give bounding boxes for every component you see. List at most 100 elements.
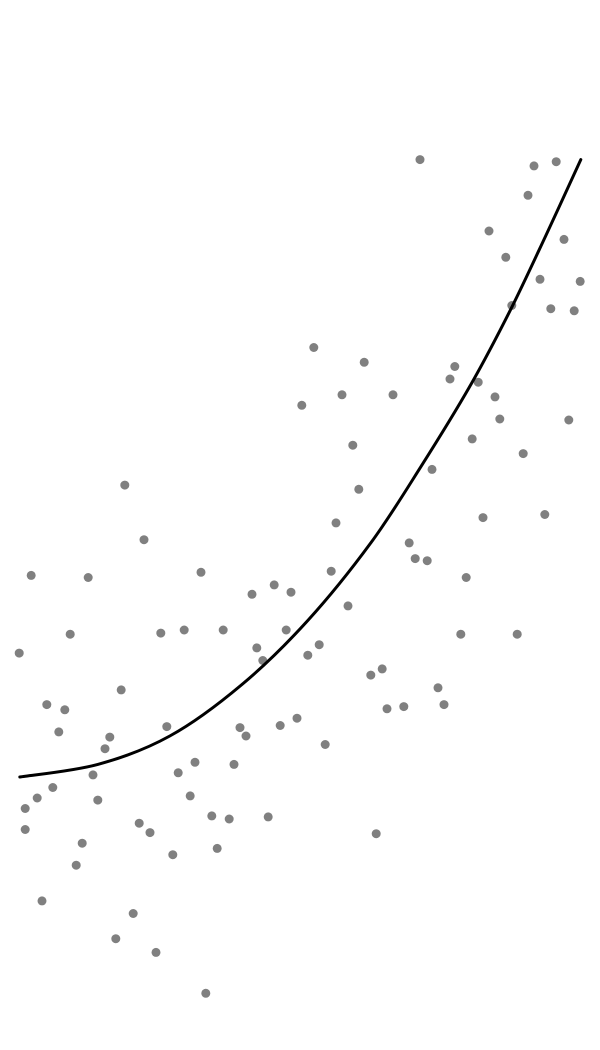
data-point — [218, 625, 228, 635]
data-point — [139, 535, 149, 545]
data-point — [456, 629, 466, 639]
data-point — [320, 740, 330, 749]
data-points — [14, 155, 585, 998]
data-point — [354, 484, 364, 494]
data-point — [348, 440, 358, 450]
data-point — [14, 648, 24, 658]
data-point — [168, 850, 178, 860]
data-point — [212, 843, 222, 853]
data-point — [65, 629, 75, 639]
data-point — [207, 811, 217, 821]
data-point — [252, 643, 262, 653]
data-point — [42, 700, 52, 710]
data-point — [331, 518, 341, 528]
data-point — [427, 464, 437, 474]
data-point — [162, 722, 172, 732]
data-point — [120, 480, 130, 490]
data-point — [235, 723, 245, 733]
data-point — [529, 161, 539, 171]
data-point — [185, 791, 195, 801]
data-point — [518, 449, 528, 459]
data-point — [292, 713, 302, 723]
data-point — [450, 362, 460, 371]
data-point — [415, 155, 425, 165]
data-point — [433, 683, 443, 693]
data-point — [314, 640, 324, 650]
data-point — [83, 573, 93, 582]
data-point — [263, 812, 273, 822]
data-point — [275, 721, 285, 730]
data-point — [564, 415, 574, 425]
data-point — [575, 276, 585, 286]
data-point — [326, 566, 336, 576]
data-point — [269, 580, 279, 590]
data-point — [551, 157, 561, 167]
data-point — [247, 589, 257, 599]
data-point — [26, 570, 36, 580]
data-point — [337, 390, 347, 400]
trend-line-layer — [18, 158, 583, 779]
data-point — [343, 601, 353, 611]
data-point — [501, 252, 511, 262]
data-point — [473, 377, 483, 387]
data-point — [224, 814, 234, 824]
data-point — [478, 513, 488, 523]
data-point — [535, 274, 545, 284]
data-point — [241, 731, 251, 741]
data-point — [495, 414, 505, 424]
data-point — [105, 732, 115, 742]
data-point — [71, 860, 81, 870]
data-point — [145, 828, 155, 838]
data-point — [484, 226, 494, 236]
data-point — [467, 434, 477, 444]
data-point — [388, 390, 398, 400]
data-point — [128, 909, 138, 918]
data-point — [20, 825, 30, 834]
data-point — [523, 190, 533, 200]
data-point — [60, 705, 70, 715]
data-point — [48, 783, 58, 792]
trend-curve — [18, 158, 583, 779]
data-point — [281, 625, 291, 635]
data-point — [54, 727, 64, 737]
data-point — [366, 670, 376, 680]
data-point — [371, 829, 381, 839]
data-point — [540, 510, 550, 519]
data-point — [286, 587, 296, 597]
data-point — [100, 744, 110, 754]
data-point — [410, 554, 420, 564]
data-point — [309, 343, 319, 352]
data-point — [297, 400, 307, 410]
data-point — [37, 896, 47, 906]
data-point — [490, 392, 500, 402]
data-point — [32, 793, 42, 803]
data-point — [93, 795, 103, 805]
data-point — [546, 304, 556, 314]
data-point — [445, 374, 455, 384]
data-point — [404, 538, 414, 548]
data-point — [382, 704, 392, 714]
data-point — [190, 757, 200, 767]
data-point — [111, 934, 121, 944]
data-point — [359, 357, 369, 367]
data-point — [173, 768, 183, 778]
data-point — [303, 650, 313, 660]
data-point — [20, 804, 30, 813]
data-point — [461, 573, 471, 582]
data-point — [569, 306, 579, 316]
data-point — [196, 567, 206, 577]
data-point — [377, 664, 387, 674]
data-point — [179, 625, 189, 635]
data-point — [88, 770, 98, 780]
data-point — [399, 702, 409, 712]
data-point — [151, 947, 161, 957]
data-point — [422, 556, 432, 566]
data-point — [229, 759, 239, 769]
data-point — [201, 988, 211, 998]
data-point — [134, 818, 144, 828]
data-point — [559, 234, 569, 244]
data-point — [156, 628, 166, 638]
data-point — [116, 685, 126, 695]
